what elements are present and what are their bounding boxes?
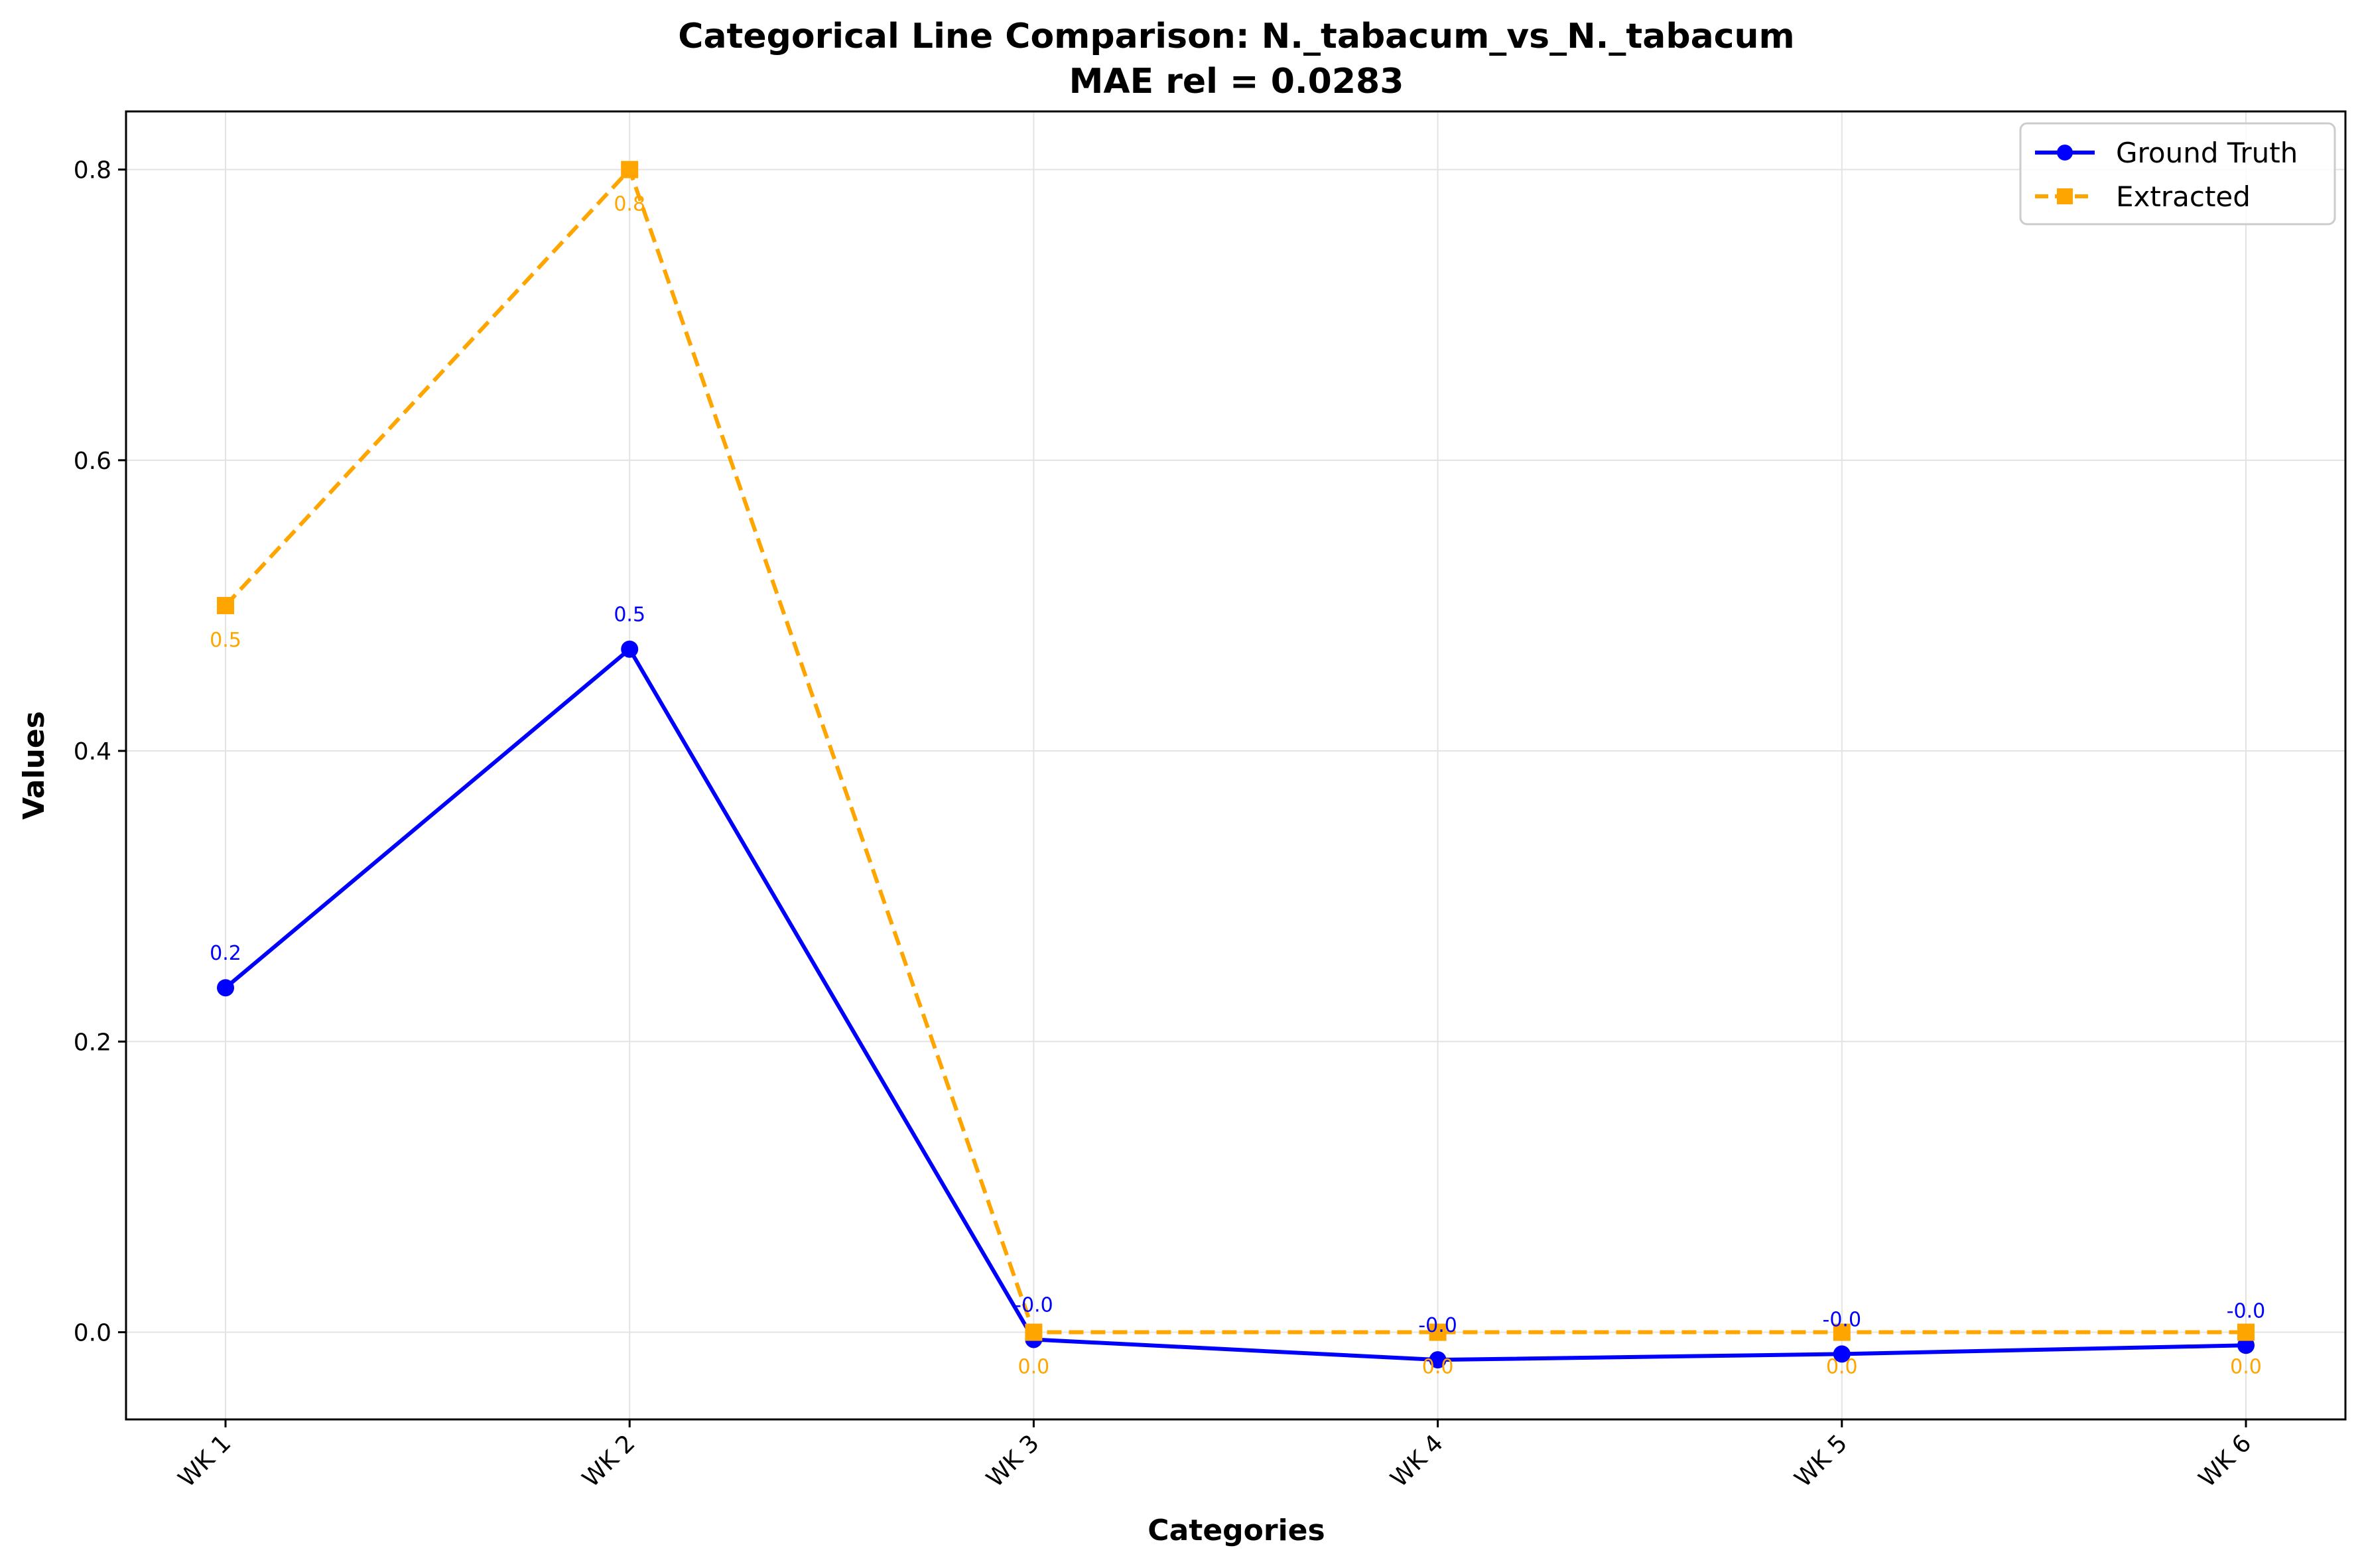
data-label-ground-truth: -0.0 <box>2227 1299 2266 1323</box>
data-label-ground-truth: 0.5 <box>614 604 645 627</box>
x-axis-label: Categories <box>1148 1514 1325 1547</box>
grid-layer <box>126 111 2345 1419</box>
data-label-extracted: 0.0 <box>1018 1356 1050 1379</box>
y-tick-label: 0.2 <box>74 1029 111 1056</box>
series-layer <box>217 161 2255 1369</box>
data-point-extracted <box>1833 1323 1851 1341</box>
data-point-extracted <box>2237 1323 2255 1341</box>
data-label-extracted: 0.8 <box>614 193 645 216</box>
data-point-extracted <box>621 161 639 178</box>
legend-marker-ground-truth <box>2057 145 2073 161</box>
data-labels-layer: 0.2 0.5 -0.0 -0.0 -0.0 -0.0 0.5 0.8 0.0 0.0 0.0 0.0 <box>210 193 2265 1379</box>
data-point-extracted <box>1429 1323 1447 1341</box>
chart-subtitle: MAE rel = 0.0283 <box>1069 62 1404 101</box>
legend-label-ground-truth: Ground Truth <box>2116 137 2298 169</box>
legend-label-extracted: Extracted <box>2116 180 2251 213</box>
x-tick-label: WK 2 <box>577 1429 640 1492</box>
chart-title: Categorical Line Comparison: N._tabacum_… <box>678 17 1794 56</box>
x-tick-label: WK 6 <box>2194 1429 2257 1492</box>
data-label-extracted: 0.0 <box>1826 1356 1858 1379</box>
data-label-ground-truth: -0.0 <box>1418 1314 1457 1337</box>
data-point-extracted <box>1025 1323 1043 1341</box>
data-label-extracted: 0.0 <box>2230 1356 2262 1379</box>
legend: Ground Truth Extracted <box>2019 122 2336 226</box>
series-line-ground-truth <box>224 647 2247 1362</box>
y-tick-label: 0.6 <box>74 448 111 475</box>
data-point-ground-truth <box>1429 1351 1447 1369</box>
data-point-extracted <box>217 596 234 614</box>
data-label-extracted: 0.0 <box>1422 1356 1454 1379</box>
data-label-ground-truth: 0.2 <box>210 942 241 965</box>
x-tick-label: WK 4 <box>1386 1429 1449 1492</box>
data-label-ground-truth: -0.0 <box>1014 1293 1053 1317</box>
legend-box <box>2019 122 2336 226</box>
y-axis-label: Values <box>17 711 51 820</box>
data-point-ground-truth <box>2237 1337 2255 1354</box>
legend-marker-extracted <box>2057 188 2073 204</box>
x-tick-label: WK 3 <box>982 1429 1045 1492</box>
y-tick-label: 0.0 <box>74 1320 111 1347</box>
data-label-extracted: 0.5 <box>210 629 241 652</box>
y-tick-label: 0.4 <box>74 738 111 765</box>
plot-frame <box>125 110 2347 1421</box>
x-tick-label: WK 5 <box>1790 1429 1853 1492</box>
data-point-ground-truth <box>1833 1345 1851 1363</box>
data-point-ground-truth <box>621 640 639 658</box>
data-point-ground-truth <box>217 979 234 997</box>
data-label-ground-truth: -0.0 <box>1823 1308 1862 1331</box>
y-tick-label: 0.8 <box>74 157 111 184</box>
x-tick-label: WK 1 <box>173 1429 236 1492</box>
series-line-extracted <box>224 167 2246 1335</box>
axes-layer: 0.0 0.2 0.4 0.6 0.8 WK 1 WK 2 WK 3 WK 4 WK 5 WK 6 <box>74 110 2347 1493</box>
